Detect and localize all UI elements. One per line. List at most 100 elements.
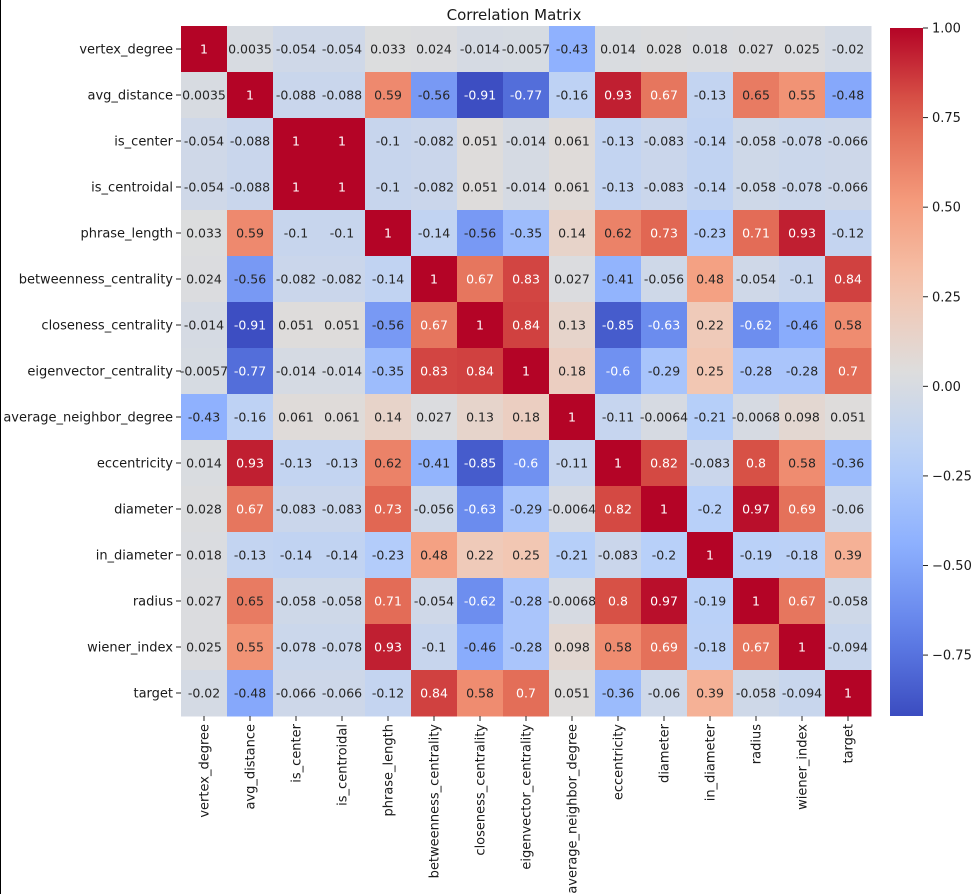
cell-value-label: -0.36 [832,456,864,471]
heatmap-cell [273,348,320,395]
cell-value-label: -0.13 [602,180,634,195]
heatmap-cell [733,256,780,303]
heatmap-cell [365,256,412,303]
cell-value-label: -0.46 [464,640,496,655]
colorbar-tick-label: 1.00 [932,22,961,37]
heatmap-cell [779,532,826,579]
heatmap-cell [549,348,596,395]
cell-value-label: 0.027 [738,42,774,57]
heatmap-cell [365,624,412,671]
cell-value-label: 0.82 [650,456,678,471]
heatmap-cell [595,578,642,625]
row-label: is_center [114,135,173,150]
heatmap-cell [457,394,504,441]
cell-value-label: -0.058 [736,134,776,149]
cell-value-label: -0.21 [694,410,726,425]
cell-value-label: -0.066 [322,686,362,701]
heatmap-cell [733,164,780,211]
cell-value-label: 0.028 [186,502,222,517]
cell-value-label: 0.69 [650,640,678,655]
cell-value-label: -0.083 [644,180,684,195]
column-label: is_centroidal [336,724,351,806]
cell-value-label: 0.098 [554,640,590,655]
heatmap-cell [411,578,458,625]
heatmap-cell [319,26,366,73]
heatmap-cell [549,440,596,487]
heatmap-cell [181,394,228,441]
cell-value-label: 0.22 [466,548,494,563]
heatmap-cell [503,164,550,211]
cell-value-label: -0.2 [698,502,722,517]
cell-value-label: -0.11 [556,456,588,471]
heatmap-cell [595,440,642,487]
heatmap-cell [227,118,274,165]
heatmap-cell [503,118,550,165]
cell-value-label: -0.0057 [180,364,228,379]
cell-value-label: -0.083 [644,134,684,149]
cell-value-label: -0.088 [322,88,362,103]
heatmap-cell-labels: 1 0.0035 -0.054 -0.054 0.033 0.024 -0.014 -0.00… [180,42,868,701]
cell-value-label: -0.014 [322,364,362,379]
cell-value-label: 0.13 [466,410,494,425]
heatmap-cell [549,256,596,303]
heatmap-cells [181,26,872,717]
colorbar-tick-label: −0.75 [932,649,972,664]
cell-value-label: -0.19 [694,594,726,609]
heatmap-cell [181,486,228,533]
heatmap-cell [273,578,320,625]
cell-value-label: -0.29 [510,502,542,517]
heatmap-cell [411,532,458,579]
heatmap-cell [319,348,366,395]
cell-value-label: -0.13 [280,456,312,471]
cell-value-label: 0.061 [278,410,314,425]
heatmap-cell [181,302,228,349]
cell-value-label: 0.027 [416,410,452,425]
column-label: betweenness_centrality [428,724,443,879]
cell-value-label: -0.054 [184,134,224,149]
heatmap-cell [273,256,320,303]
heatmap-cell [365,486,412,533]
cell-value-label: 0.8 [746,456,766,471]
row-label: betweenness_centrality [19,273,174,288]
cell-value-label: -0.082 [322,272,362,287]
cell-value-label: 0.93 [374,640,402,655]
cell-value-label: 0.0035 [228,42,272,57]
heatmap-cell [319,578,366,625]
cell-value-label: -0.088 [230,134,270,149]
heatmap-cell [733,440,780,487]
cell-value-label: -0.6 [514,456,538,471]
cell-value-label: -0.13 [694,88,726,103]
heatmap-cell [319,302,366,349]
heatmap-cell [595,348,642,395]
cell-value-label: 1 [798,640,806,655]
heatmap-cell [365,118,412,165]
heatmap-cell [319,440,366,487]
cell-value-label: 1 [844,686,852,701]
heatmap-cell [733,118,780,165]
heatmap-cell [641,486,688,533]
heatmap-cell [503,440,550,487]
heatmap-cell [319,394,366,441]
row-label: eccentricity [97,457,173,472]
row-label: radius [133,595,173,610]
heatmap-cell [825,348,872,395]
cell-value-label: 0.027 [554,272,590,287]
colorbar-tick-label: 0.50 [932,201,961,216]
cell-value-label: -0.48 [234,686,266,701]
heatmap-cell [595,118,642,165]
cell-value-label: 0.027 [186,594,222,609]
cell-value-label: 0.018 [692,42,728,57]
cell-value-label: 0.84 [512,318,540,333]
heatmap-cell [503,486,550,533]
cell-value-label: -0.058 [828,594,868,609]
column-labels: vertex_degree avg_distance is_center is_cen… [198,716,857,894]
heatmap-cell [825,72,872,119]
column-label: diameter [658,723,673,783]
cell-value-label: 0.098 [784,410,820,425]
cell-value-label: 0.7 [516,686,536,701]
heatmap-cell [779,348,826,395]
cell-value-label: 1 [338,180,346,195]
heatmap-cell [227,348,274,395]
heatmap-cell [825,26,872,73]
heatmap-cell [779,486,826,533]
